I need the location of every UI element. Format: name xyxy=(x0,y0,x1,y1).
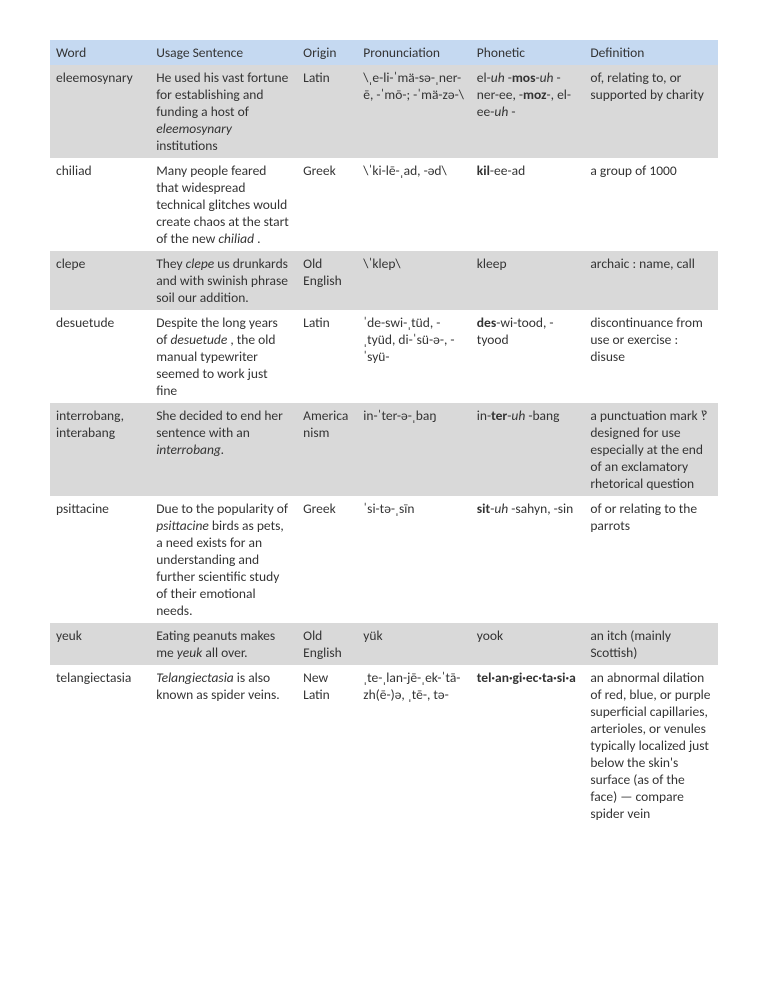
cell-word: interrobang, interabang xyxy=(50,403,150,496)
cell-phon: sit-uh -sahyn, -sin xyxy=(471,496,585,623)
cell-usage: Due to the popularity of psittacine bird… xyxy=(150,496,297,623)
table-row: psittacineDue to the popularity of psitt… xyxy=(50,496,718,623)
cell-phon: kil-ee-ad xyxy=(471,158,585,251)
cell-origin: New Latin xyxy=(297,665,357,826)
cell-word: psittacine xyxy=(50,496,150,623)
col-header-pron: Pronunciation xyxy=(357,40,471,65)
cell-origin: Greek xyxy=(297,496,357,623)
cell-def: discontinuance from use or exercise : di… xyxy=(584,310,718,403)
cell-phon: yook xyxy=(471,623,585,665)
cell-phon: des-wi-tood, -tyood xyxy=(471,310,585,403)
col-header-phon: Phonetic xyxy=(471,40,585,65)
cell-origin: Latin xyxy=(297,310,357,403)
cell-def: a group of 1000 xyxy=(584,158,718,251)
cell-def: an itch (mainly Scottish) xyxy=(584,623,718,665)
cell-word: chiliad xyxy=(50,158,150,251)
cell-pron: ˈde-swi-ˌtüd, -ˌtyüd, di-ˈsü-ə-, -ˈsyü- xyxy=(357,310,471,403)
cell-usage: Eating peanuts makes me yeuk all over. xyxy=(150,623,297,665)
cell-phon: in-ter-uh -bang xyxy=(471,403,585,496)
cell-origin: Old English xyxy=(297,251,357,310)
cell-def: archaic : name, call xyxy=(584,251,718,310)
vocab-table: WordUsage SentenceOriginPronunciationPho… xyxy=(50,40,718,826)
table-row: chiliadMany people feared that widesprea… xyxy=(50,158,718,251)
cell-pron: \ˈklep\ xyxy=(357,251,471,310)
table-row: interrobang, interabangShe decided to en… xyxy=(50,403,718,496)
cell-pron: yük xyxy=(357,623,471,665)
cell-pron: ˌte-ˌlan-jē-ˌek-ˈtā-zh(ē-)ə, ˌtē-, tə- xyxy=(357,665,471,826)
cell-def: an abnormal dilation of red, blue, or pu… xyxy=(584,665,718,826)
col-header-def: Definition xyxy=(584,40,718,65)
cell-usage: They clepe us drunkards and with swinish… xyxy=(150,251,297,310)
col-header-word: Word xyxy=(50,40,150,65)
table-row: eleemosynaryHe used his vast fortune for… xyxy=(50,65,718,158)
table-row: yeukEating peanuts makes me yeuk all ove… xyxy=(50,623,718,665)
cell-pron: ˈsi-tə-ˌsīn xyxy=(357,496,471,623)
cell-usage: Telangiectasia is also known as spider v… xyxy=(150,665,297,826)
cell-def: of, relating to, or supported by charity xyxy=(584,65,718,158)
cell-usage: Despite the long years of desuetude , th… xyxy=(150,310,297,403)
cell-word: eleemosynary xyxy=(50,65,150,158)
col-header-origin: Origin xyxy=(297,40,357,65)
cell-def: a punctuation mark ‽ designed for use es… xyxy=(584,403,718,496)
cell-word: desuetude xyxy=(50,310,150,403)
table-row: telangiectasiaTelangiectasia is also kno… xyxy=(50,665,718,826)
table-row: clepeThey clepe us drunkards and with sw… xyxy=(50,251,718,310)
cell-word: yeuk xyxy=(50,623,150,665)
cell-usage: Many people feared that widespread techn… xyxy=(150,158,297,251)
cell-pron: \ˌe-li-ˈmä-sə-ˌner-ē, -ˈmō-; -ˈmä-zə-\ xyxy=(357,65,471,158)
cell-word: telangiectasia xyxy=(50,665,150,826)
table-body: eleemosynaryHe used his vast fortune for… xyxy=(50,65,718,826)
cell-word: clepe xyxy=(50,251,150,310)
cell-origin: Americanism xyxy=(297,403,357,496)
cell-pron: \ˈki-lē-ˌad, -əd\ xyxy=(357,158,471,251)
cell-origin: Greek xyxy=(297,158,357,251)
table-header-row: WordUsage SentenceOriginPronunciationPho… xyxy=(50,40,718,65)
cell-usage: She decided to end her sentence with an … xyxy=(150,403,297,496)
cell-def: of or relating to the parrots xyxy=(584,496,718,623)
cell-pron: in-ˈter-ə-ˌbaŋ xyxy=(357,403,471,496)
cell-phon: kleep xyxy=(471,251,585,310)
table-row: desuetudeDespite the long years of desue… xyxy=(50,310,718,403)
col-header-usage: Usage Sentence xyxy=(150,40,297,65)
cell-usage: He used his vast fortune for establishin… xyxy=(150,65,297,158)
cell-phon: tel·an·gi·ec·ta·si·a xyxy=(471,665,585,826)
cell-phon: el-uh -mos-uh -ner-ee, -moz-, el-ee-uh - xyxy=(471,65,585,158)
cell-origin: Latin xyxy=(297,65,357,158)
cell-origin: Old English xyxy=(297,623,357,665)
